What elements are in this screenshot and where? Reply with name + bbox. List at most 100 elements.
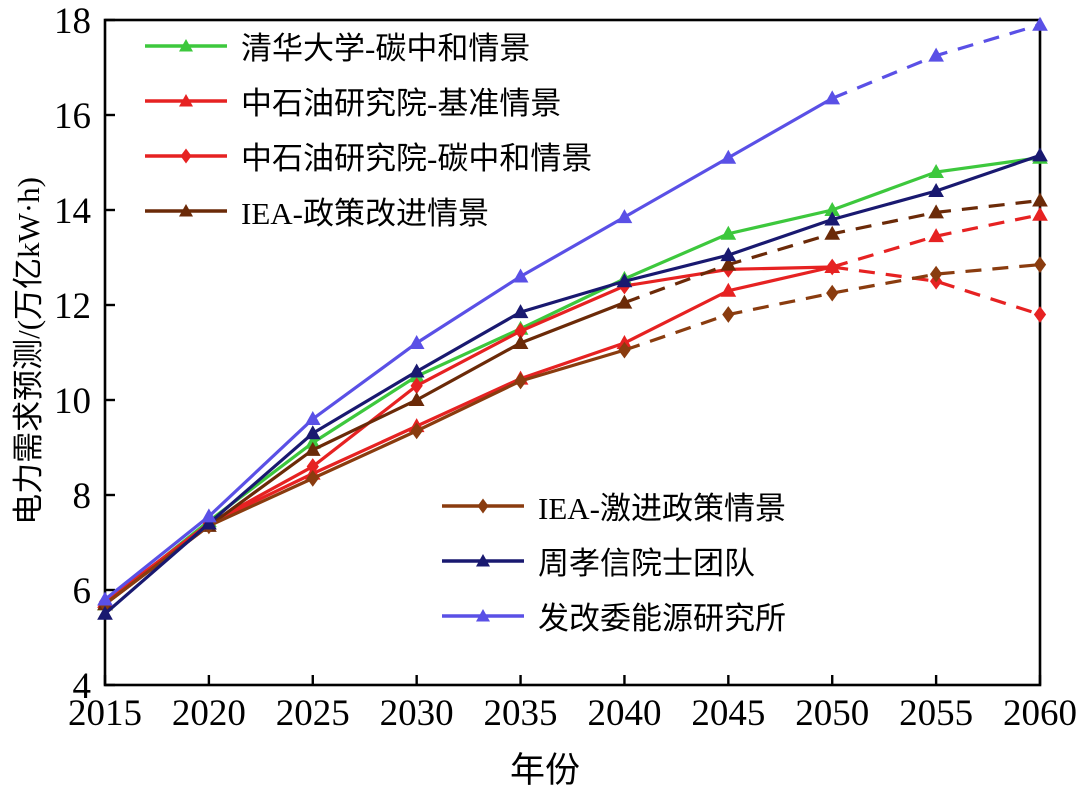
data-point-marker [410, 422, 423, 440]
data-point-marker [826, 258, 839, 276]
x-tick-label: 2040 [587, 693, 661, 734]
y-tick-label: 16 [54, 96, 91, 137]
data-point-marker [1033, 306, 1047, 323]
legend-label: 中石油研究院-碳中和情景 [241, 141, 593, 176]
data-point-marker [97, 605, 113, 620]
series-line-dashed [832, 265, 1041, 317]
legend-marker [476, 553, 490, 566]
y-tick-label: 12 [54, 286, 91, 327]
data-point-marker [304, 441, 321, 456]
legend-label: 清华大学-碳中和情景 [241, 31, 531, 66]
y-tick-label: 10 [54, 381, 91, 422]
legend-top-left: 清华大学-碳中和情景 中石油研究院-基准情景 中石油研究院-碳中和情景 IEA-… [143, 18, 592, 238]
data-point-marker [616, 273, 633, 288]
x-tick-label: 2035 [484, 693, 558, 734]
data-point-marker [1032, 192, 1048, 207]
data-point-marker [616, 294, 633, 309]
data-point-marker [97, 591, 113, 606]
legend-label: IEA-政策改进情景 [241, 196, 489, 231]
data-point-marker [1033, 256, 1047, 273]
data-point-marker [514, 372, 527, 390]
y-tick-label: 8 [73, 476, 92, 517]
series-line-solid [103, 153, 1041, 615]
x-tick-label: 2055 [899, 693, 973, 734]
legend-marker [179, 203, 193, 216]
legend-item: 周孝信院士团队 [440, 533, 786, 588]
legend-swatch [145, 203, 227, 216]
legend-swatch [442, 553, 524, 566]
legend-swatch [145, 38, 227, 51]
data-point-marker [512, 304, 529, 319]
x-tick-label: 2025 [276, 693, 350, 734]
legend-label: 中石油研究院-基准情景 [241, 86, 562, 121]
y-tick-label: 6 [73, 571, 92, 612]
legend-swatch [442, 608, 524, 621]
x-tick-label: 2020 [172, 693, 246, 734]
x-tick-label: 2015 [68, 693, 142, 734]
data-point-marker [408, 363, 425, 378]
x-tick-label: 2030 [380, 693, 454, 734]
y-axis-title: 电力需求预测/(万亿kW·h) [11, 177, 46, 525]
legend-swatch [442, 498, 524, 513]
data-point-marker [304, 425, 321, 440]
data-point-marker [928, 204, 944, 219]
data-point-marker [824, 90, 841, 105]
legend-marker [179, 38, 193, 51]
data-point-marker [304, 410, 321, 425]
data-point-marker [306, 470, 319, 487]
data-point-marker [824, 225, 841, 240]
legend-label: 发改委能源研究所 [538, 601, 786, 636]
legend-marker [477, 498, 489, 513]
x-axis-title: 年份 [509, 751, 580, 790]
series-line-solid [104, 156, 1041, 606]
data-point-marker [408, 334, 425, 349]
series-line-solid [104, 96, 834, 601]
legend-marker [180, 148, 192, 163]
data-point-marker [720, 282, 737, 297]
data-point-marker [720, 149, 737, 164]
data-point-marker [826, 284, 839, 302]
data-point-marker [512, 334, 529, 349]
data-point-marker [720, 256, 737, 271]
legend-swatch [145, 93, 227, 106]
data-point-marker [928, 47, 944, 62]
y-tick-label: 14 [54, 191, 91, 232]
data-point-marker [929, 265, 943, 283]
data-point-marker [824, 211, 841, 226]
legend-marker [476, 608, 490, 621]
legend-label: IEA-激进政策情景 [538, 491, 786, 526]
data-point-marker [616, 209, 633, 224]
series-line-dashed [623, 263, 1041, 352]
series-ndrc-energy-research-institute [97, 16, 1048, 606]
legend-item: 清华大学-碳中和情景 [143, 18, 592, 73]
legend-item: IEA-激进政策情景 [440, 478, 786, 533]
y-tick-label: 4 [73, 666, 92, 707]
x-tick-label: 2050 [795, 693, 869, 734]
data-point-marker [1032, 147, 1048, 162]
data-point-marker [720, 225, 737, 240]
data-point-marker [512, 268, 529, 283]
data-point-marker [201, 508, 217, 523]
x-tick-label: 2045 [691, 693, 765, 734]
legend-marker [179, 93, 193, 106]
data-point-marker [928, 228, 944, 243]
y-tick-label: 18 [54, 1, 91, 42]
legend-item: 中石油研究院-碳中和情景 [143, 128, 592, 183]
data-point-marker [722, 306, 735, 323]
data-point-marker [1032, 206, 1048, 221]
legend-item: 发改委能源研究所 [440, 588, 786, 643]
legend-item: 中石油研究院-基准情景 [143, 73, 592, 128]
legend-label: 周孝信院士团队 [538, 546, 755, 581]
data-point-marker [928, 163, 944, 178]
data-point-marker [928, 182, 944, 197]
data-point-marker [408, 391, 425, 406]
data-point-marker [201, 515, 217, 530]
plot-border [103, 18, 1042, 687]
data-point-marker [618, 341, 631, 359]
data-point-marker [1032, 16, 1048, 31]
data-point-marker [720, 247, 737, 262]
legend-bottom-center: IEA-激进政策情景 周孝信院士团队 发改委能源研究所 [440, 478, 786, 643]
legend-swatch [145, 148, 227, 163]
series-zhou-xiaoxin-team [97, 147, 1048, 620]
